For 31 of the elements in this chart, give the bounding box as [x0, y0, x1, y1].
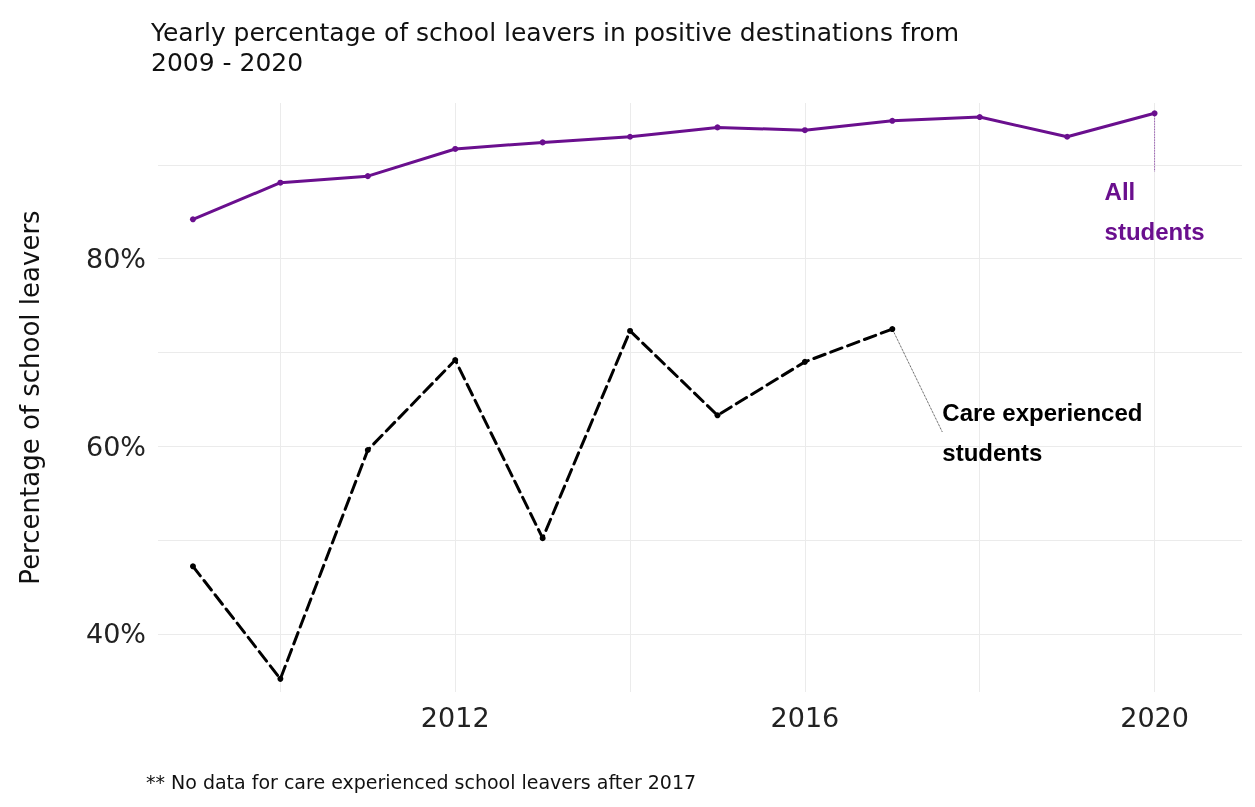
point [452, 145, 459, 152]
point [801, 127, 808, 134]
chart-title: Yearly percentage of school leavers in positive destinations from 2009 - 2020 [150, 17, 960, 77]
point [364, 173, 371, 180]
y-axis-title: Percentage of school leavers [15, 210, 45, 585]
point [189, 216, 196, 223]
text: ** No data for care experienced school leavers after 2017 [146, 770, 697, 793]
point [976, 114, 983, 121]
point [539, 139, 546, 146]
point [889, 117, 896, 124]
y-tick-label: 40% [85, 618, 146, 650]
point [277, 179, 284, 186]
x-tick-label: 2016 [770, 702, 840, 733]
point [364, 447, 371, 454]
point [277, 675, 284, 682]
point [452, 356, 459, 363]
point [714, 124, 721, 131]
text: Care experienced students [942, 398, 1143, 466]
point [627, 327, 634, 334]
point [627, 133, 634, 140]
x-tick-label: 2012 [420, 702, 490, 733]
x-tick-label: 2020 [1120, 702, 1189, 733]
point [1064, 133, 1071, 140]
point [1151, 110, 1158, 117]
y-tick-label: 60% [85, 430, 146, 462]
point [801, 358, 808, 365]
y-tick-label: 80% [85, 243, 146, 275]
point [189, 563, 196, 570]
legend-label: All students [1104, 177, 1205, 245]
point [889, 326, 896, 333]
point [539, 535, 546, 542]
